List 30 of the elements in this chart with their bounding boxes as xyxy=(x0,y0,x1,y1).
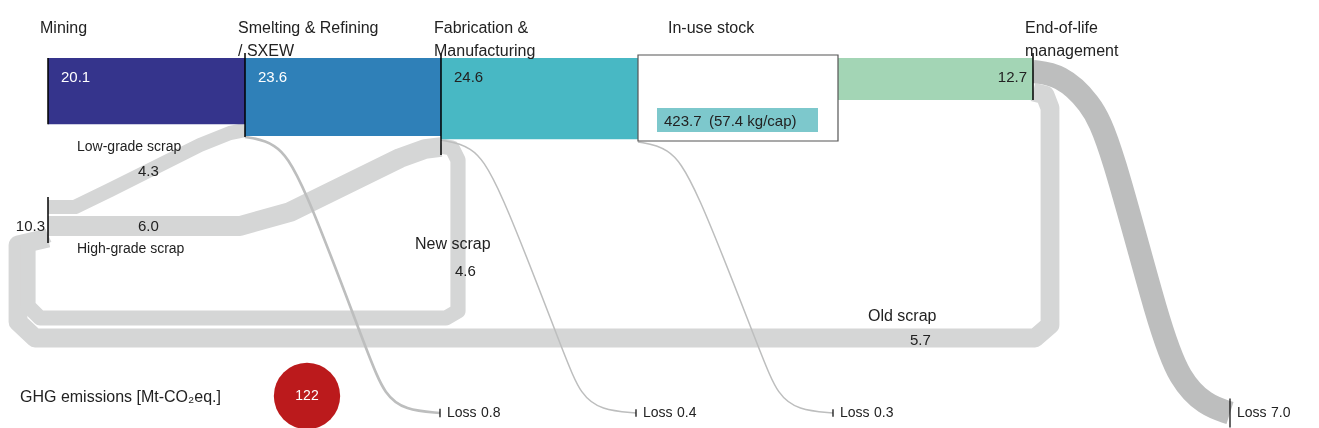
data-label: 423.7 xyxy=(664,112,702,129)
text: 122 xyxy=(295,387,319,403)
category-label: Loss xyxy=(447,404,477,420)
data-label: 0.8 xyxy=(481,404,501,420)
data-label: 5.7 xyxy=(910,331,931,348)
data-label: 7.0 xyxy=(1271,404,1291,420)
data-label: 0.4 xyxy=(677,404,697,420)
data-label: 0.3 xyxy=(874,404,894,420)
category-label: Loss xyxy=(643,404,673,420)
data-label: 4.6 xyxy=(455,262,476,279)
text: (57.4 kg/cap) xyxy=(709,112,797,129)
category-label: Loss xyxy=(1237,404,1267,420)
category-label: Loss xyxy=(840,404,870,420)
text: 10.3 xyxy=(15,217,45,234)
data-label: 23.6 xyxy=(258,68,288,85)
category-label: Fabrication & Manufacturing xyxy=(434,19,536,59)
category-label: High-grade scrap xyxy=(77,240,185,256)
category-label: New scrap xyxy=(415,235,491,252)
data-label: 6.0 xyxy=(138,217,159,234)
data-label: 4.3 xyxy=(138,162,159,179)
data-label: 24.6 xyxy=(454,68,484,85)
category-label: Smelting & Refining / SXEW xyxy=(238,19,379,59)
data-label: 20.1 xyxy=(61,68,91,85)
category-label: In-use stock xyxy=(668,19,756,36)
category-label: Low-grade scrap xyxy=(77,138,182,154)
category-label: Mining xyxy=(40,19,88,36)
text: GHG emissions [Mt-CO₂eq.] xyxy=(20,388,221,405)
category-label: Old scrap xyxy=(868,307,937,324)
data-label: 12.7 xyxy=(997,68,1027,85)
category-label: End-of-life management xyxy=(1025,19,1119,59)
